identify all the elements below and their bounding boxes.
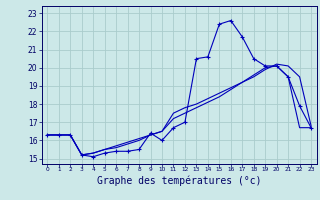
X-axis label: Graphe des températures (°c): Graphe des températures (°c): [97, 175, 261, 186]
